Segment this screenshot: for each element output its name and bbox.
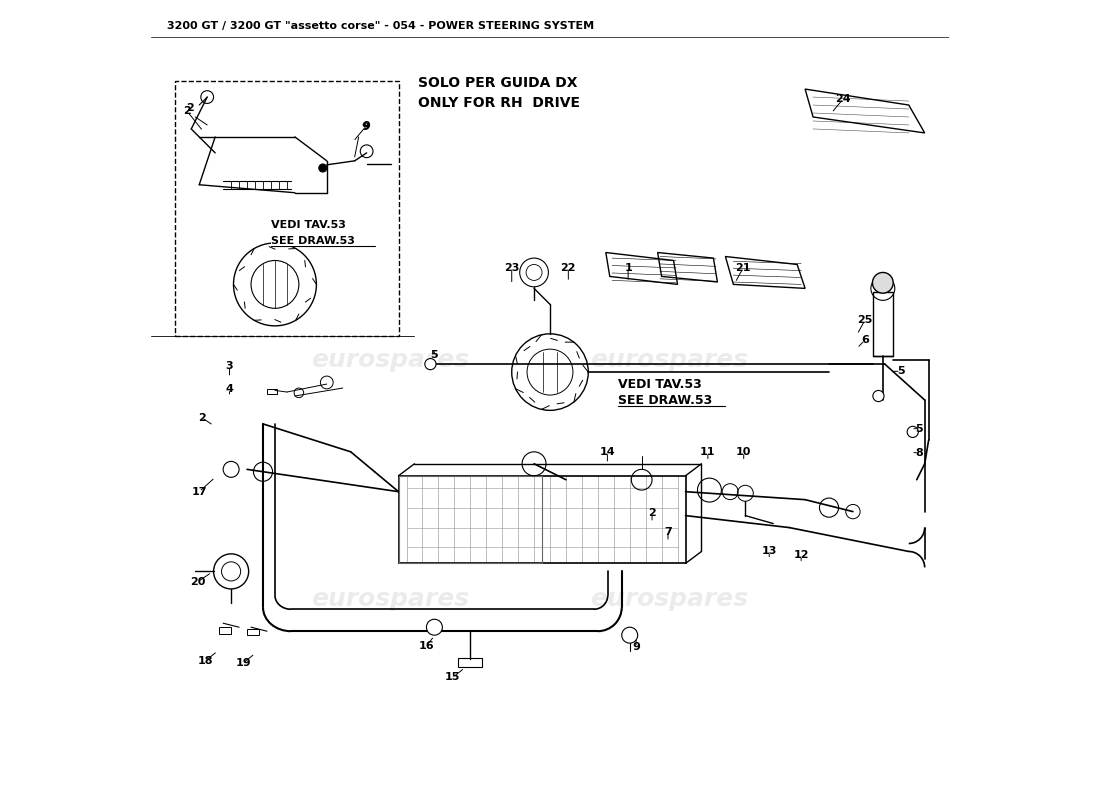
- Text: 23: 23: [504, 263, 519, 274]
- Circle shape: [908, 426, 918, 438]
- Text: SOLO PER GUIDA DX
ONLY FOR RH  DRIVE: SOLO PER GUIDA DX ONLY FOR RH DRIVE: [418, 76, 581, 110]
- Text: 2: 2: [198, 413, 206, 422]
- Bar: [267, 389, 277, 394]
- Text: 2: 2: [648, 508, 656, 518]
- Text: VEDI TAV.53: VEDI TAV.53: [271, 220, 345, 230]
- Text: 19: 19: [235, 658, 251, 668]
- Circle shape: [319, 164, 327, 172]
- Text: 3200 GT / 3200 GT "assetto corse" - 054 - POWER STEERING SYSTEM: 3200 GT / 3200 GT "assetto corse" - 054 …: [167, 22, 594, 31]
- Text: SEE DRAW.53: SEE DRAW.53: [271, 235, 355, 246]
- Text: 4: 4: [226, 384, 233, 394]
- Text: 2: 2: [186, 103, 194, 113]
- Circle shape: [873, 390, 884, 402]
- Text: eurospares: eurospares: [591, 348, 749, 372]
- Text: 3: 3: [226, 361, 233, 370]
- Text: 5: 5: [915, 424, 923, 434]
- Text: 10: 10: [736, 447, 751, 457]
- Text: 12: 12: [793, 550, 808, 561]
- Text: 6: 6: [861, 335, 869, 346]
- Text: 13: 13: [761, 546, 777, 557]
- Text: VEDI TAV.53: VEDI TAV.53: [618, 378, 702, 390]
- Text: 21: 21: [735, 263, 750, 274]
- Bar: [873, 292, 893, 356]
- Text: 11: 11: [700, 447, 716, 457]
- Text: 9: 9: [632, 642, 640, 652]
- Text: 8: 8: [915, 448, 923, 458]
- Text: 5: 5: [430, 350, 438, 360]
- Text: 18: 18: [198, 656, 213, 666]
- Text: SEE DRAW.53: SEE DRAW.53: [618, 394, 712, 406]
- Text: 16: 16: [419, 641, 435, 650]
- Bar: [398, 476, 685, 563]
- Circle shape: [425, 358, 436, 370]
- Circle shape: [223, 462, 239, 478]
- Circle shape: [872, 273, 893, 293]
- Text: eurospares: eurospares: [311, 587, 470, 611]
- Text: 7: 7: [664, 527, 672, 538]
- Text: 17: 17: [191, 486, 207, 497]
- Text: eurospares: eurospares: [591, 587, 749, 611]
- Bar: [219, 627, 231, 634]
- Text: 9: 9: [363, 121, 371, 130]
- Text: 14: 14: [600, 447, 615, 457]
- Text: 5: 5: [896, 366, 904, 376]
- Text: 24: 24: [836, 94, 851, 104]
- Text: 25: 25: [857, 315, 872, 326]
- Text: eurospares: eurospares: [311, 348, 470, 372]
- Text: 15: 15: [446, 673, 461, 682]
- Circle shape: [621, 627, 638, 643]
- Bar: [398, 476, 542, 563]
- Bar: [248, 629, 258, 635]
- Text: 20: 20: [190, 577, 206, 586]
- Text: 9: 9: [361, 122, 368, 132]
- Text: 22: 22: [561, 262, 576, 273]
- Text: 1: 1: [625, 262, 632, 273]
- Bar: [459, 658, 482, 667]
- Circle shape: [427, 619, 442, 635]
- Text: 2: 2: [184, 106, 191, 117]
